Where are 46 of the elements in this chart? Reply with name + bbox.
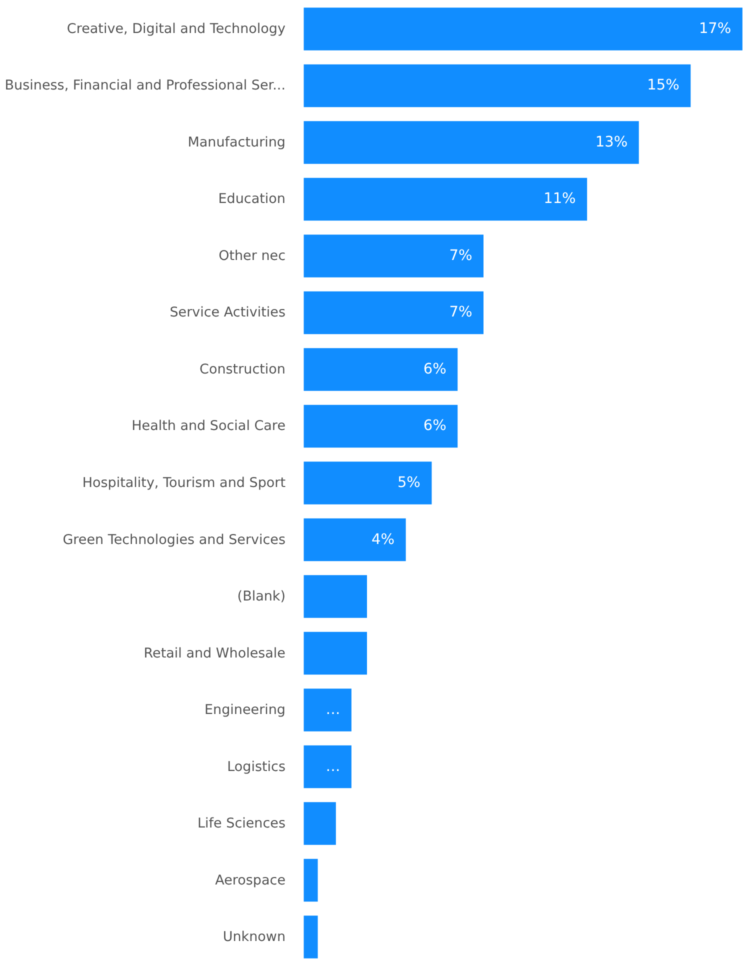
- bar: [302, 176, 589, 222]
- data-label: …: [326, 758, 340, 775]
- data-label: 6%: [423, 361, 446, 378]
- y-tick-label: Other nec: [218, 248, 286, 264]
- bar: [302, 914, 320, 960]
- y-tick-label: Aerospace: [215, 872, 286, 888]
- y-tick-label: Green Technologies and Services: [62, 532, 286, 548]
- data-label: 4%: [372, 532, 395, 548]
- data-label: 5%: [397, 475, 420, 491]
- bar: [302, 120, 640, 166]
- bar: [302, 857, 320, 904]
- bar: [302, 800, 338, 846]
- bar: [302, 687, 353, 733]
- y-tick-label: (Blank): [237, 588, 286, 605]
- bar: [302, 233, 486, 279]
- bar: [302, 290, 486, 336]
- bar: [302, 574, 368, 620]
- y-tick-label: Creative, Digital and Technology: [66, 20, 286, 37]
- bar: [302, 744, 353, 790]
- data-label: …: [326, 702, 340, 718]
- y-tick-label: Retail and Wholesale: [144, 645, 286, 662]
- data-label: 7%: [449, 304, 472, 321]
- data-label: 17%: [698, 20, 732, 37]
- y-tick-label: Service Activities: [170, 304, 286, 321]
- data-label: 13%: [595, 134, 628, 150]
- bar: [302, 460, 434, 506]
- bar: [302, 62, 692, 109]
- y-tick-label: Logistics: [227, 758, 286, 775]
- y-tick-label: Engineering: [204, 702, 286, 718]
- data-label: 15%: [647, 78, 680, 94]
- data-label: 11%: [544, 191, 576, 208]
- y-tick-label: Hospitality, Tourism and Sport: [82, 475, 286, 491]
- data-label: 7%: [449, 248, 472, 264]
- y-tick-label: Construction: [200, 361, 286, 378]
- y-tick-label: Education: [218, 191, 286, 208]
- bar: [302, 630, 368, 676]
- y-tick-label: Health and Social Care: [132, 418, 286, 434]
- bar: [302, 6, 744, 52]
- bar: [302, 403, 460, 450]
- data-label: 6%: [423, 418, 446, 434]
- y-tick-label: Business, Financial and Professional Ser...: [4, 78, 286, 94]
- y-tick-label: Life Sciences: [198, 816, 286, 832]
- y-tick-label: Unknown: [222, 929, 286, 946]
- bar: [302, 346, 460, 392]
- y-tick-label: Manufacturing: [188, 134, 286, 150]
- bar: [302, 516, 408, 563]
